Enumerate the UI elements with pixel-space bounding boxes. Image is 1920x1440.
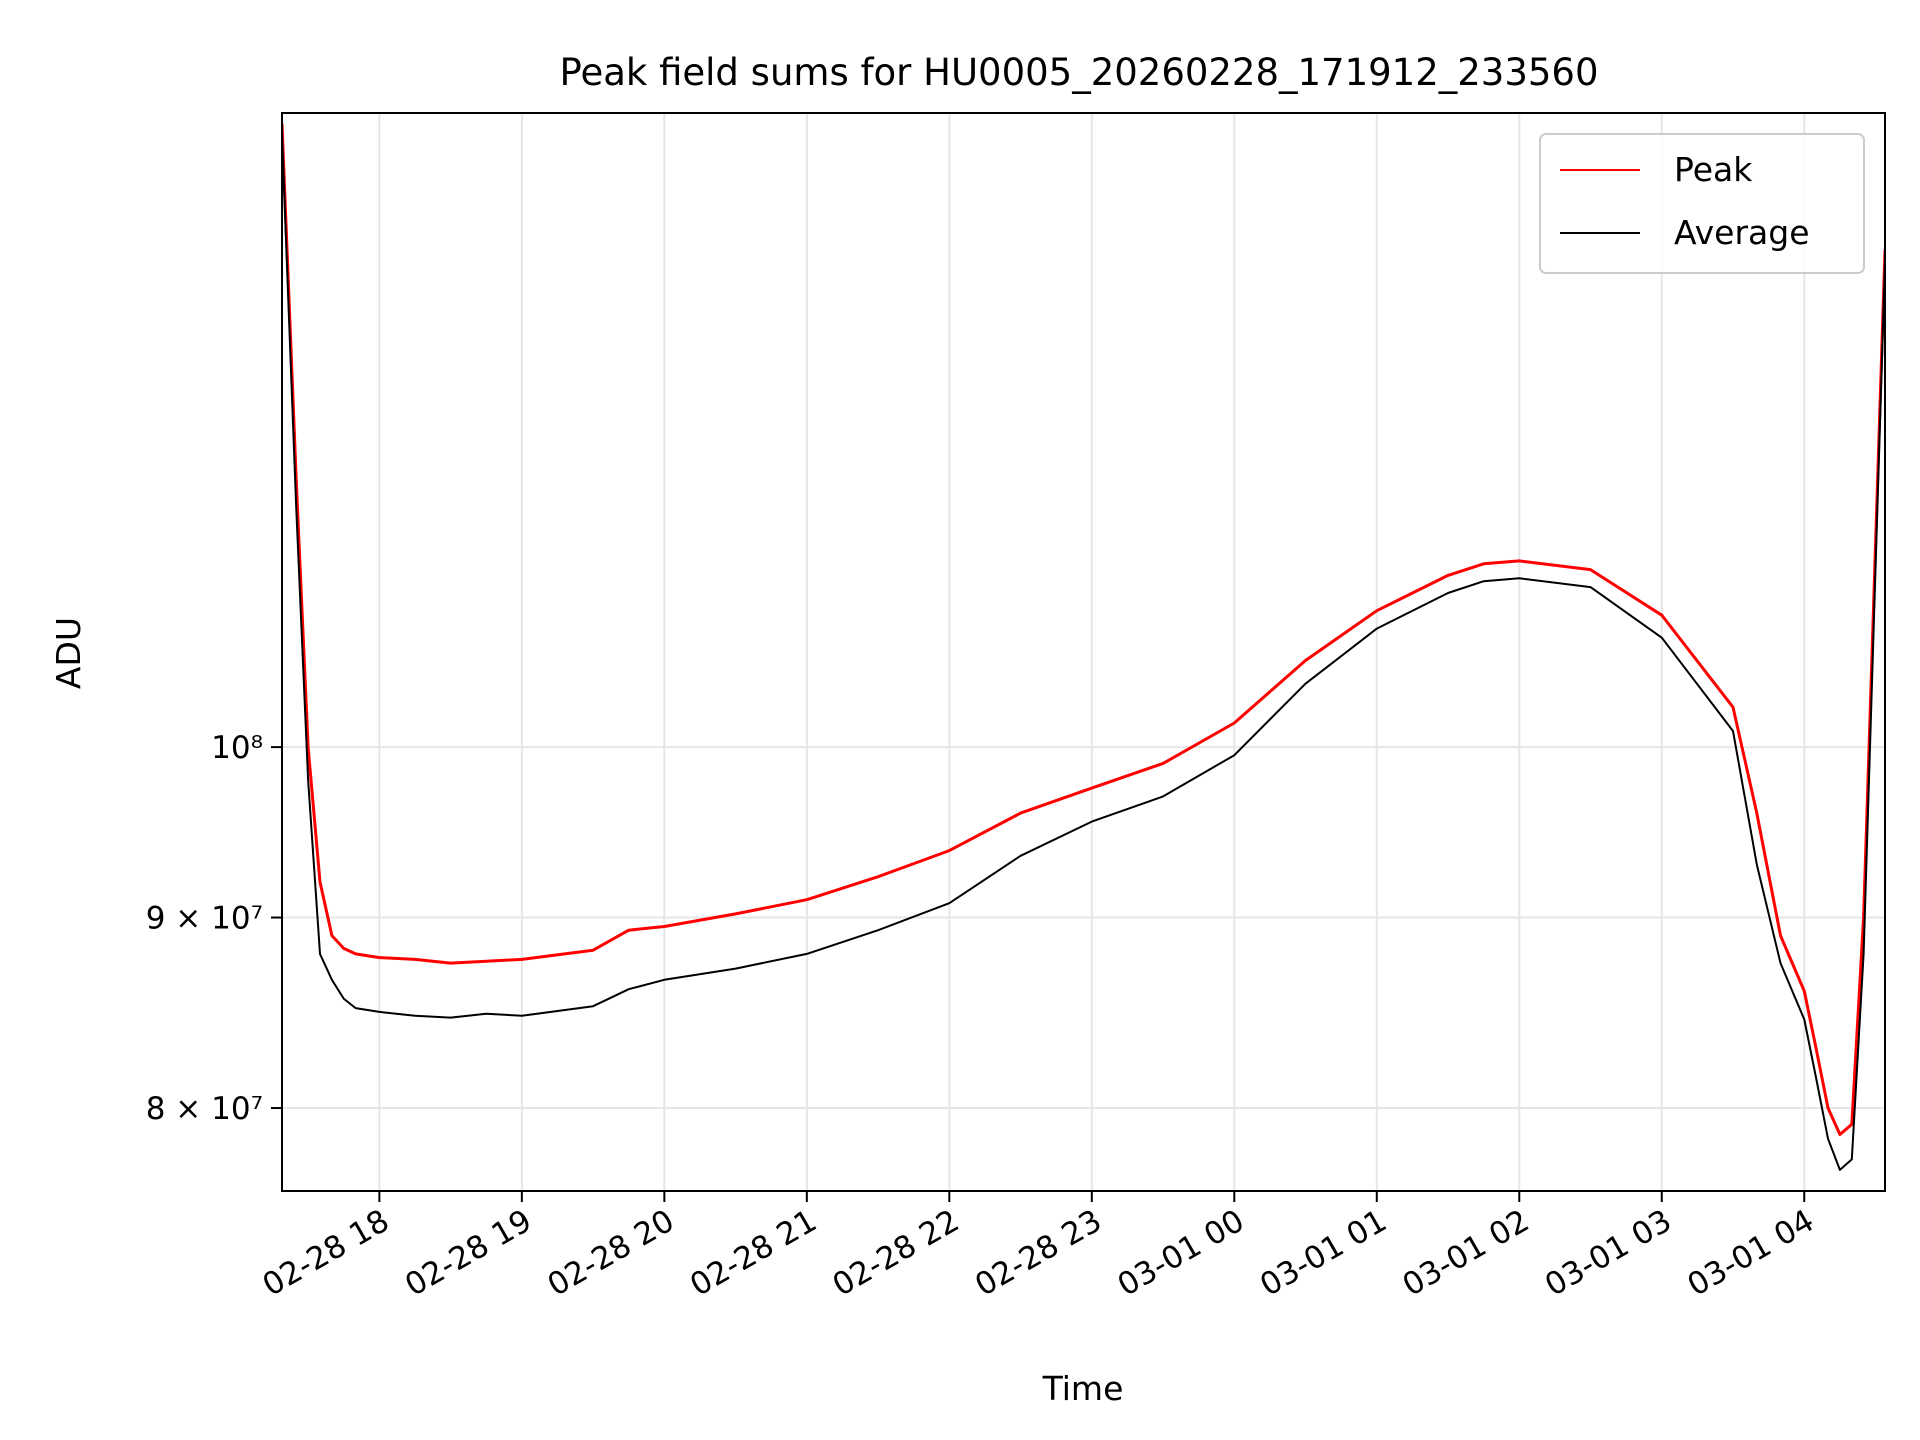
y-tick-label: 10⁸ <box>211 730 263 766</box>
legend-box <box>1539 133 1865 274</box>
grid-lines <box>282 113 1885 1191</box>
x-axis-label: Time <box>1042 1369 1124 1408</box>
series-line-average <box>282 134 1885 1171</box>
legend-label-average: Average <box>1674 213 1810 252</box>
series-lines <box>282 123 1885 1171</box>
y-axis: 8 × 10⁷ 9 × 10⁷ 10⁸ <box>146 730 282 1127</box>
series-line-peak <box>282 123 1885 1136</box>
legend: Peak Average <box>1539 133 1865 274</box>
legend-label-peak: Peak <box>1674 150 1753 189</box>
y-tick-label: 8 × 10⁷ <box>146 1091 263 1127</box>
y-tick-label: 9 × 10⁷ <box>146 901 263 937</box>
y-axis-label: ADU <box>49 617 88 689</box>
chart-title: Peak field sums for HU0005_20260228_1719… <box>559 51 1598 94</box>
plot-area-frame <box>281 112 1886 1192</box>
